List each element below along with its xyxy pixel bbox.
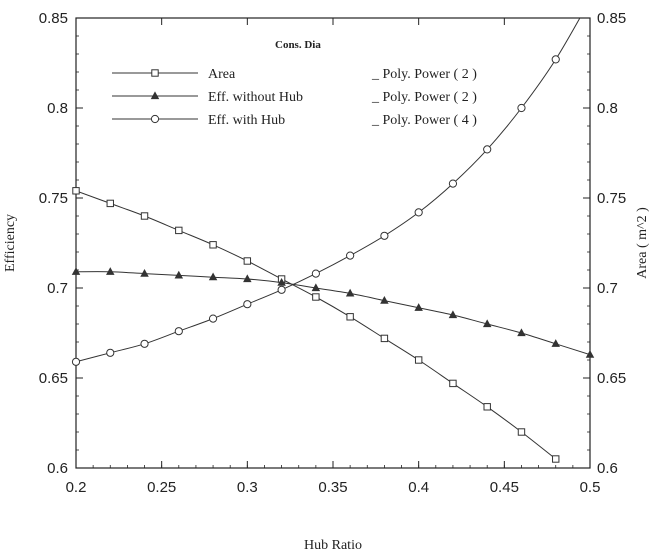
series-lines <box>76 18 590 460</box>
square-marker <box>414 356 423 364</box>
circle-marker <box>517 103 526 113</box>
circle-marker <box>106 348 115 357</box>
triangle-marker <box>345 288 355 297</box>
triangle-marker <box>380 295 389 304</box>
triangle-marker <box>106 267 115 275</box>
series-markers <box>71 55 595 463</box>
triangle-marker <box>277 277 286 286</box>
square-marker <box>209 241 217 249</box>
square-marker <box>483 403 491 411</box>
x-tick-label: 0.3 <box>237 479 258 496</box>
square-marker <box>72 187 80 195</box>
y-tick-label-right: 0.75 <box>597 190 626 207</box>
triangle-marker <box>585 349 595 358</box>
legend-title: Cons. Dia <box>275 39 321 51</box>
x-tick-label: 0.45 <box>490 479 519 496</box>
y-tick-label-left: 0.7 <box>47 280 68 297</box>
circle-marker <box>448 179 458 188</box>
circle-marker <box>174 327 183 336</box>
circle-marker <box>277 285 286 294</box>
triangle-marker <box>414 303 423 311</box>
series-line <box>76 190 557 460</box>
legend-label: Eff. with Hub <box>208 113 285 128</box>
triangle-marker <box>551 339 560 347</box>
y-tick-label-right: 0.8 <box>597 100 618 117</box>
triangle-marker <box>448 310 458 319</box>
square-marker <box>380 334 389 343</box>
y-tick-label-right: 0.6 <box>597 460 618 477</box>
triangle-marker <box>140 268 149 277</box>
square-marker <box>449 379 457 388</box>
x-axis-title: Hub Ratio <box>304 538 362 553</box>
x-tick-label: 0.4 <box>408 479 429 496</box>
plot-frame <box>75 17 591 469</box>
square-marker <box>312 293 320 301</box>
legend-fit-label: _ Poly. Power ( 2 ) <box>371 90 477 105</box>
legend-fit-label: _ Poly. Power ( 2 ) <box>371 67 477 82</box>
square-marker <box>243 257 252 265</box>
triangle-marker <box>311 283 321 292</box>
y-tick-label-left: 0.65 <box>39 370 68 387</box>
x-tick-label: 0.5 <box>580 479 601 496</box>
circle-marker <box>140 339 149 348</box>
triangle-marker <box>243 274 252 283</box>
circle-marker <box>346 251 355 260</box>
y-tick-label-right: 0.85 <box>597 10 626 27</box>
x-tick-label: 0.35 <box>318 479 347 496</box>
y-axis-title-right: Area ( m^2 ) <box>635 207 650 279</box>
y-tick-label-left: 0.75 <box>39 190 68 207</box>
square-marker <box>175 226 183 235</box>
square-marker <box>106 199 114 208</box>
legend-fit-label: _ Poly. Power ( 4 ) <box>371 113 477 128</box>
square-marker <box>346 313 354 321</box>
square-marker <box>552 455 560 463</box>
legend-label: Eff. without Hub <box>208 90 303 105</box>
y-tick-label-left: 0.6 <box>47 460 68 477</box>
triangle-marker <box>517 328 526 337</box>
circle-marker <box>208 314 218 323</box>
x-tick-label: 0.2 <box>66 479 87 496</box>
y-tick-label-left: 0.85 <box>39 10 68 27</box>
triangle-marker <box>71 267 81 275</box>
square-marker <box>517 428 526 436</box>
series-line <box>76 18 581 363</box>
legend-label: Area <box>208 67 236 82</box>
circle-marker <box>551 55 560 64</box>
triangle-marker <box>174 270 184 279</box>
circle-marker <box>380 231 389 240</box>
y-tick-label-left: 0.8 <box>47 100 68 117</box>
y-axis-title-left: Efficiency <box>3 214 18 272</box>
series-line <box>76 271 590 356</box>
square-marker <box>140 212 149 220</box>
y-tick-label-right: 0.65 <box>597 370 626 387</box>
triangle-marker <box>482 319 492 328</box>
axis-ticks: 0.2 0.25 0.3 0.35 0.4 0.45 0.5 0.6 0.6 0.65 0.65 0.… <box>39 10 626 496</box>
circle-marker <box>483 145 492 154</box>
circle-marker <box>71 357 81 366</box>
triangle-marker <box>208 272 218 281</box>
legend: Cons. Dia Area _ Poly. Power ( 2 ) Eff. wit… <box>112 39 477 128</box>
circle-marker <box>243 300 252 309</box>
triangle-marker <box>150 91 160 100</box>
circle-marker <box>311 269 320 278</box>
circle-marker <box>150 114 160 124</box>
y-tick-label-right: 0.7 <box>597 280 618 297</box>
circle-marker <box>414 208 423 217</box>
square-marker <box>151 69 159 77</box>
x-tick-label: 0.25 <box>147 479 176 496</box>
